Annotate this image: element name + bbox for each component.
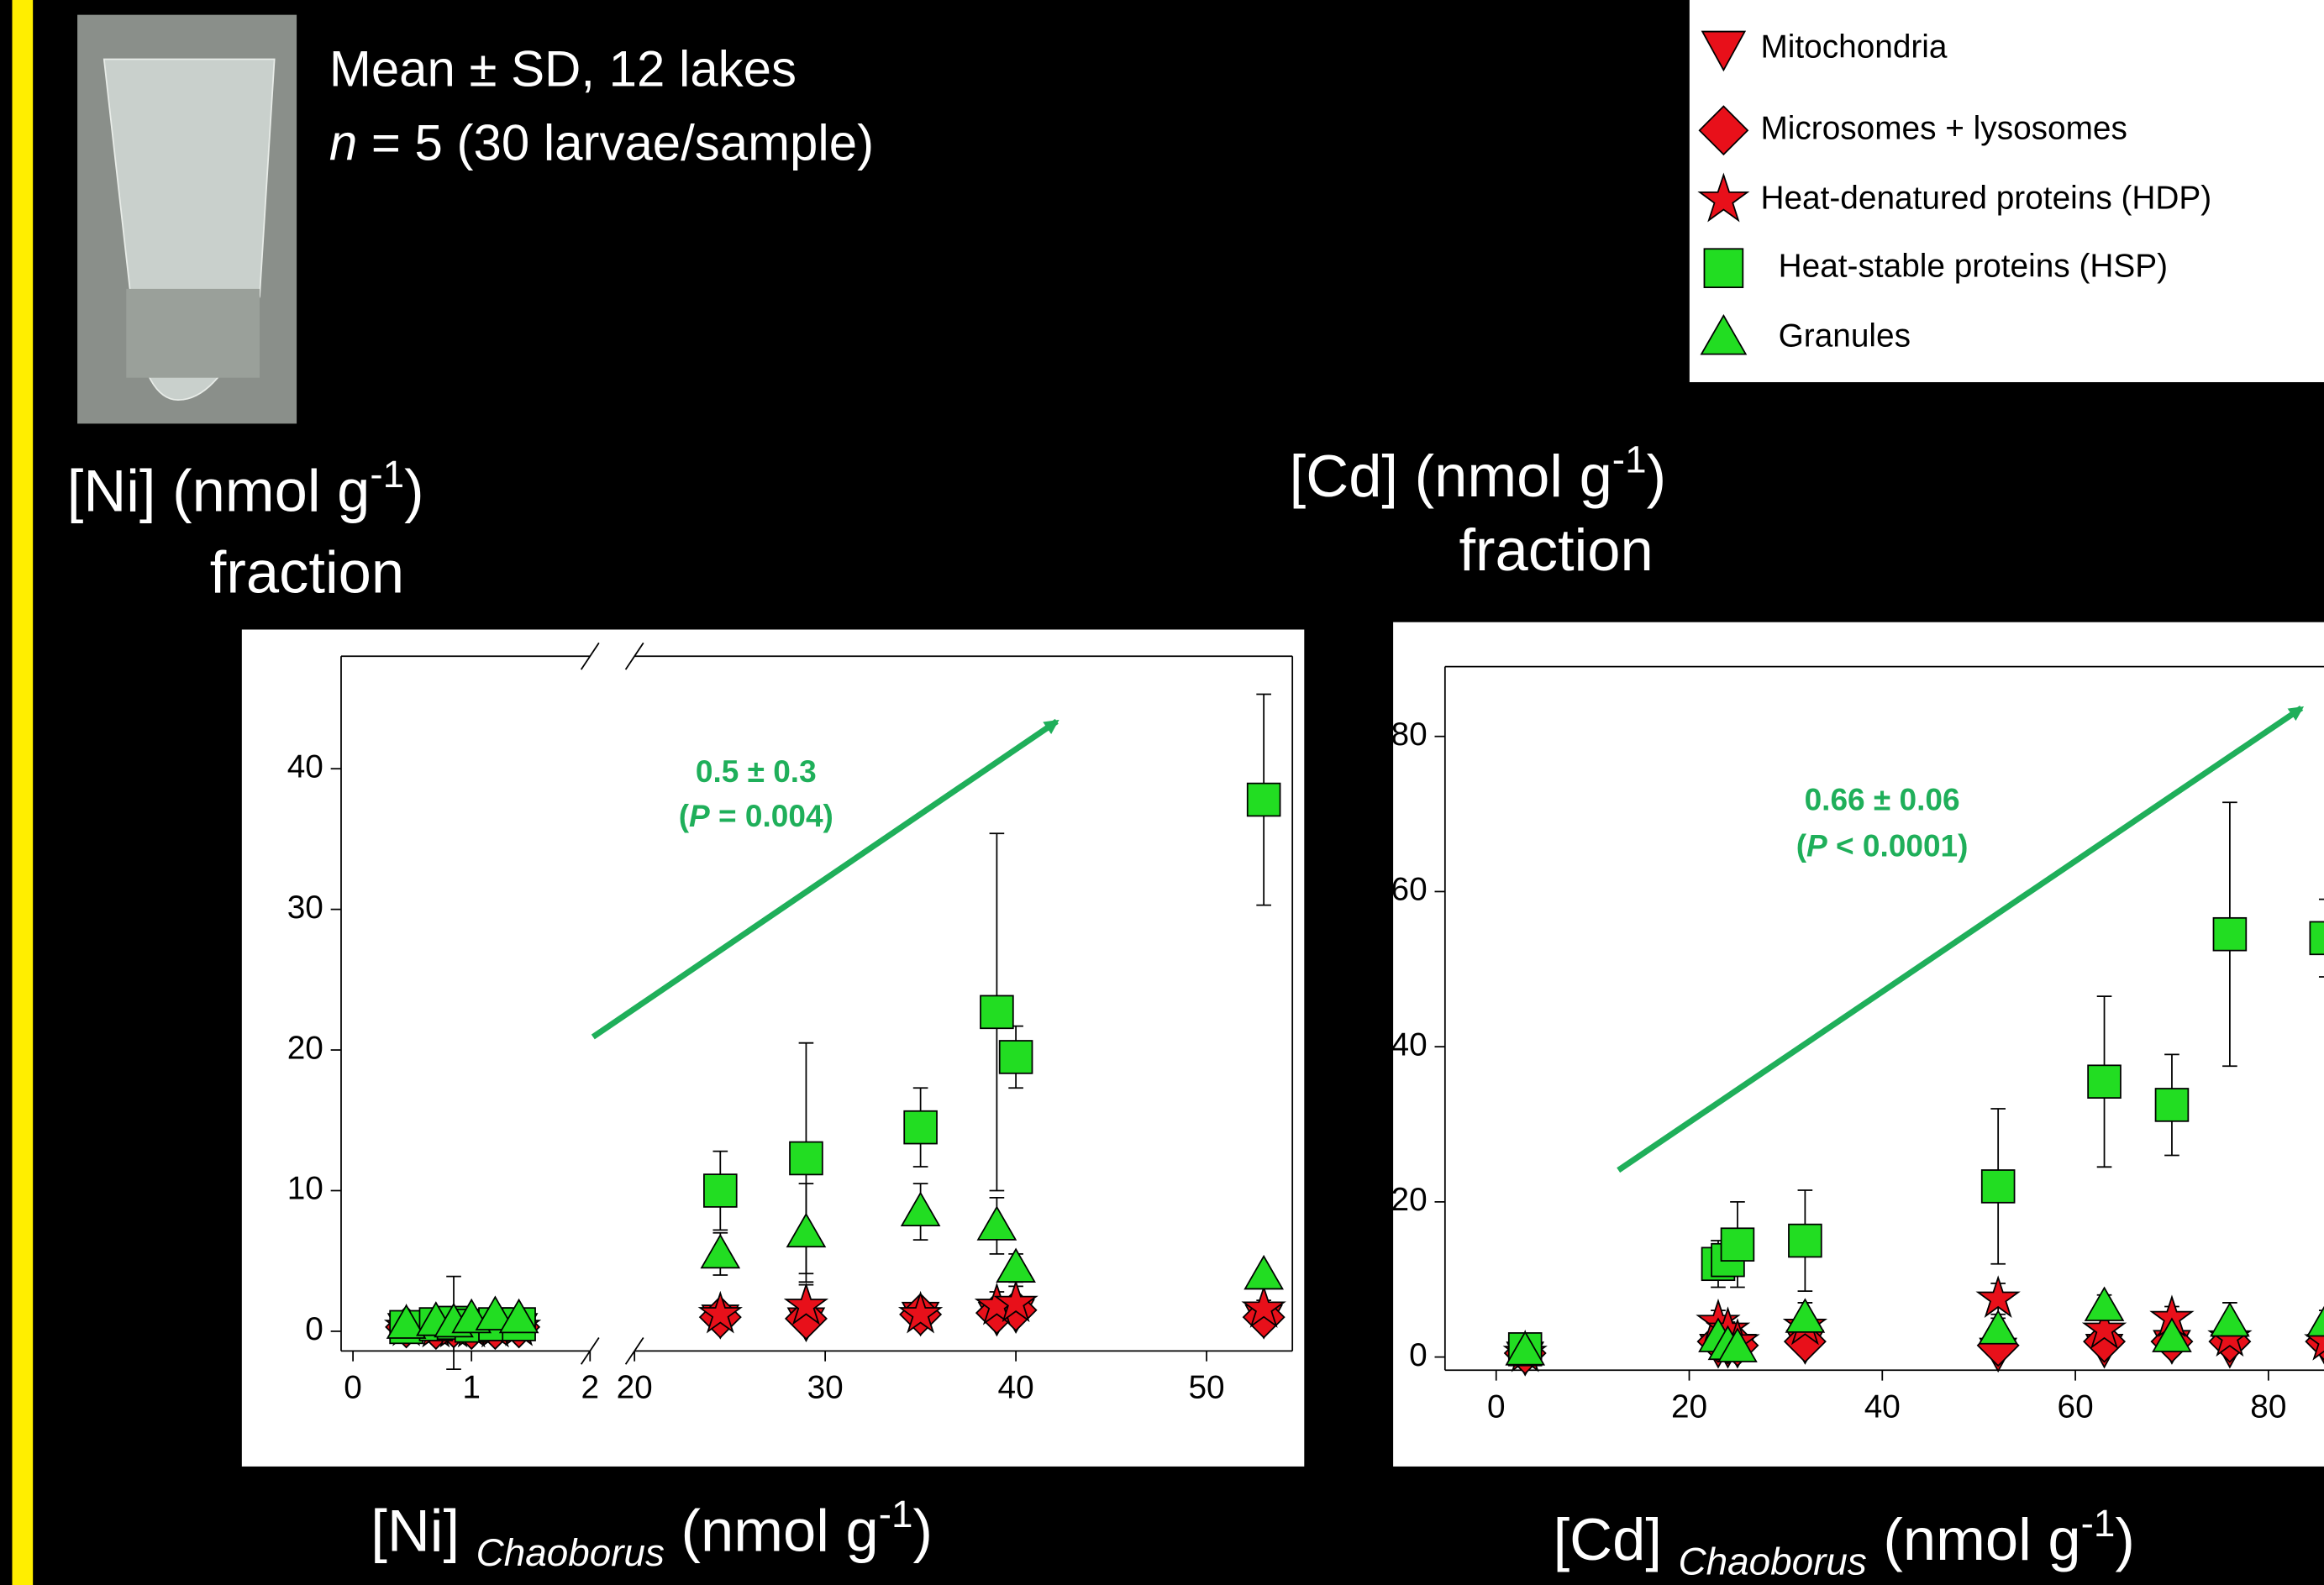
x-tick-label: 40 [1864,1388,1901,1425]
y-axis-title: fraction [210,538,404,605]
y-tick-label: 20 [287,1030,323,1066]
label-text: ) [404,457,423,523]
marker-square [1982,1170,2015,1203]
marker-square [1704,249,1743,287]
slide: Mean ± SD, 12 lakes n = 5 (30 larvae/sam… [0,0,2324,1585]
x-tick-label: 40 [998,1369,1034,1405]
annotation-italic: P [689,798,710,833]
annotation: (P < 0.0001) [1796,827,1969,863]
note: n = 5 (30 larvae/sample) [329,114,874,171]
label-text: ) [2115,1506,2135,1572]
annotation-italic: P [1806,827,1827,863]
label-sup: -1 [2081,1501,2116,1545]
marker-square [2088,1065,2121,1098]
label-sup: -1 [1612,438,1647,481]
x-tick-label: 0 [1487,1388,1506,1425]
label-sup: -1 [879,1492,913,1535]
marker-square [1722,1228,1754,1261]
y-tick-label: 20 [1391,1182,1428,1218]
marker-square [790,1142,823,1175]
y-tick-label: 60 [1391,872,1428,908]
x-tick-label: 60 [2058,1388,2094,1425]
y-axis-title: fraction [1459,517,1653,583]
x-tick-label: 20 [617,1369,653,1405]
legend-label: Mitochondria [1760,29,1947,65]
label-sub: Chaoborus [476,1530,665,1574]
marker-square [981,995,1013,1028]
annotation-text: ( [1796,827,1807,863]
annotation: (P = 0.004) [679,798,833,833]
legend-label: Heat-denatured proteins (HDP) [1760,180,2211,216]
note: Mean ± SD, 12 lakes [329,40,797,97]
y-tick-label: 0 [305,1311,323,1347]
x-tick-label: 20 [1671,1388,1707,1425]
x-tick-label: 50 [1188,1369,1224,1405]
marker-square [2213,918,2246,951]
label-text: [Ni] [371,1497,476,1563]
y-tick-label: 30 [287,890,323,926]
annotation-text: ( [679,798,690,833]
label-text: [Cd] [1554,1506,1679,1572]
marker-square [1000,1041,1033,1073]
label-sub: Chaoborus [1679,1540,1867,1583]
y-tick-label: 0 [1409,1337,1428,1373]
x-tick-label: 1 [462,1369,481,1405]
label-text: (nmol g [1867,1506,2081,1572]
legend-label: Microsomes + lysosomes [1760,110,2127,146]
x-tick-label: 30 [807,1369,844,1405]
y-tick-label: 40 [287,748,323,785]
marker-square [1789,1225,1822,1257]
x-tick-label: 0 [344,1369,362,1405]
x-tick-label: 80 [2250,1388,2286,1425]
marker-square [1248,784,1280,816]
annotation: 0.5 ± 0.3 [696,753,817,789]
photo [77,15,297,424]
label-text: ) [912,1497,933,1563]
marker-square [904,1111,937,1144]
label-text: [Ni] (nmol g [67,457,371,523]
note-text: = 5 (30 larvae/sample) [357,114,874,171]
legend-label: Granules [1779,318,1911,354]
y-axis-title: [Cd] (nmol g-1) [1290,438,1666,509]
annotation-text: < 0.0001) [1827,827,1969,863]
annotation-text: = 0.004) [710,798,833,833]
label-text: ) [1647,443,1667,509]
y-tick-label: 10 [287,1171,323,1207]
annotation: 0.66 ± 0.06 [1805,782,1960,817]
side-bar [12,0,33,1585]
marker-square [704,1174,737,1207]
y-tick-label: 40 [1391,1026,1428,1063]
x-tick-label: 2 [581,1369,599,1405]
label-sup: -1 [370,452,404,496]
label-text: [Cd] (nmol g [1290,443,1612,509]
note-italic: n [329,114,357,171]
label-text: (nmol g [665,1497,879,1563]
marker-square [2310,921,2324,954]
legend-label: Heat-stable proteins (HSP) [1779,248,2168,284]
marker-square [2156,1089,2189,1121]
y-tick-label: 80 [1391,716,1428,753]
